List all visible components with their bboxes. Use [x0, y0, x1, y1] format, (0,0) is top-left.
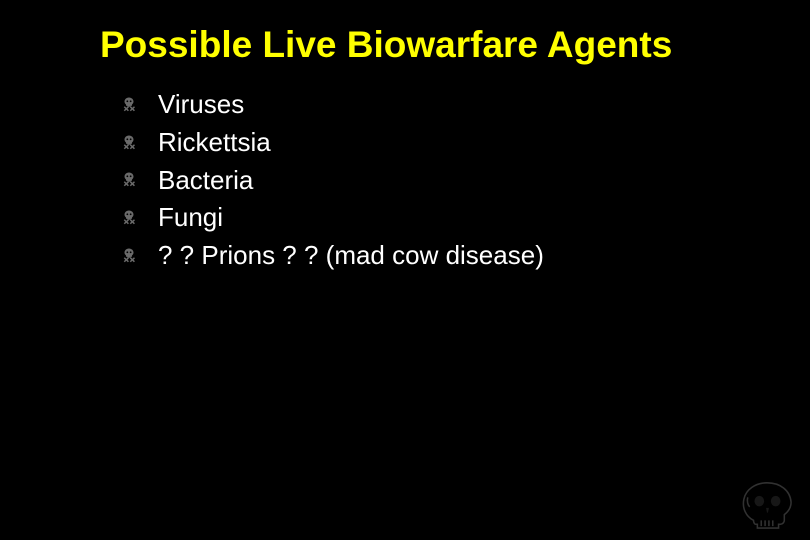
bullet-list: Viruses Rickettsia Bacteria Fungi ? ? Pr…: [100, 86, 810, 274]
skull-crossbones-icon: [118, 94, 140, 116]
skull-crossbones-icon: [118, 207, 140, 229]
slide: Possible Live Biowarfare Agents Viruses …: [0, 0, 810, 540]
skull-crossbones-icon: [118, 245, 140, 267]
list-item: Viruses: [118, 86, 810, 124]
slide-title: Possible Live Biowarfare Agents: [100, 22, 720, 68]
skull-crossbones-icon: [118, 169, 140, 191]
list-item-label: Fungi: [158, 199, 223, 237]
list-item: ? ? Prions ? ? (mad cow disease): [118, 237, 810, 275]
skull-crossbones-icon: [118, 132, 140, 154]
skull-profile-icon: [736, 478, 798, 530]
list-item-label: Viruses: [158, 86, 244, 124]
list-item-label: Rickettsia: [158, 124, 271, 162]
list-item: Fungi: [118, 199, 810, 237]
list-item: Rickettsia: [118, 124, 810, 162]
list-item: Bacteria: [118, 162, 810, 200]
list-item-label: Bacteria: [158, 162, 253, 200]
list-item-label: ? ? Prions ? ? (mad cow disease): [158, 237, 544, 275]
